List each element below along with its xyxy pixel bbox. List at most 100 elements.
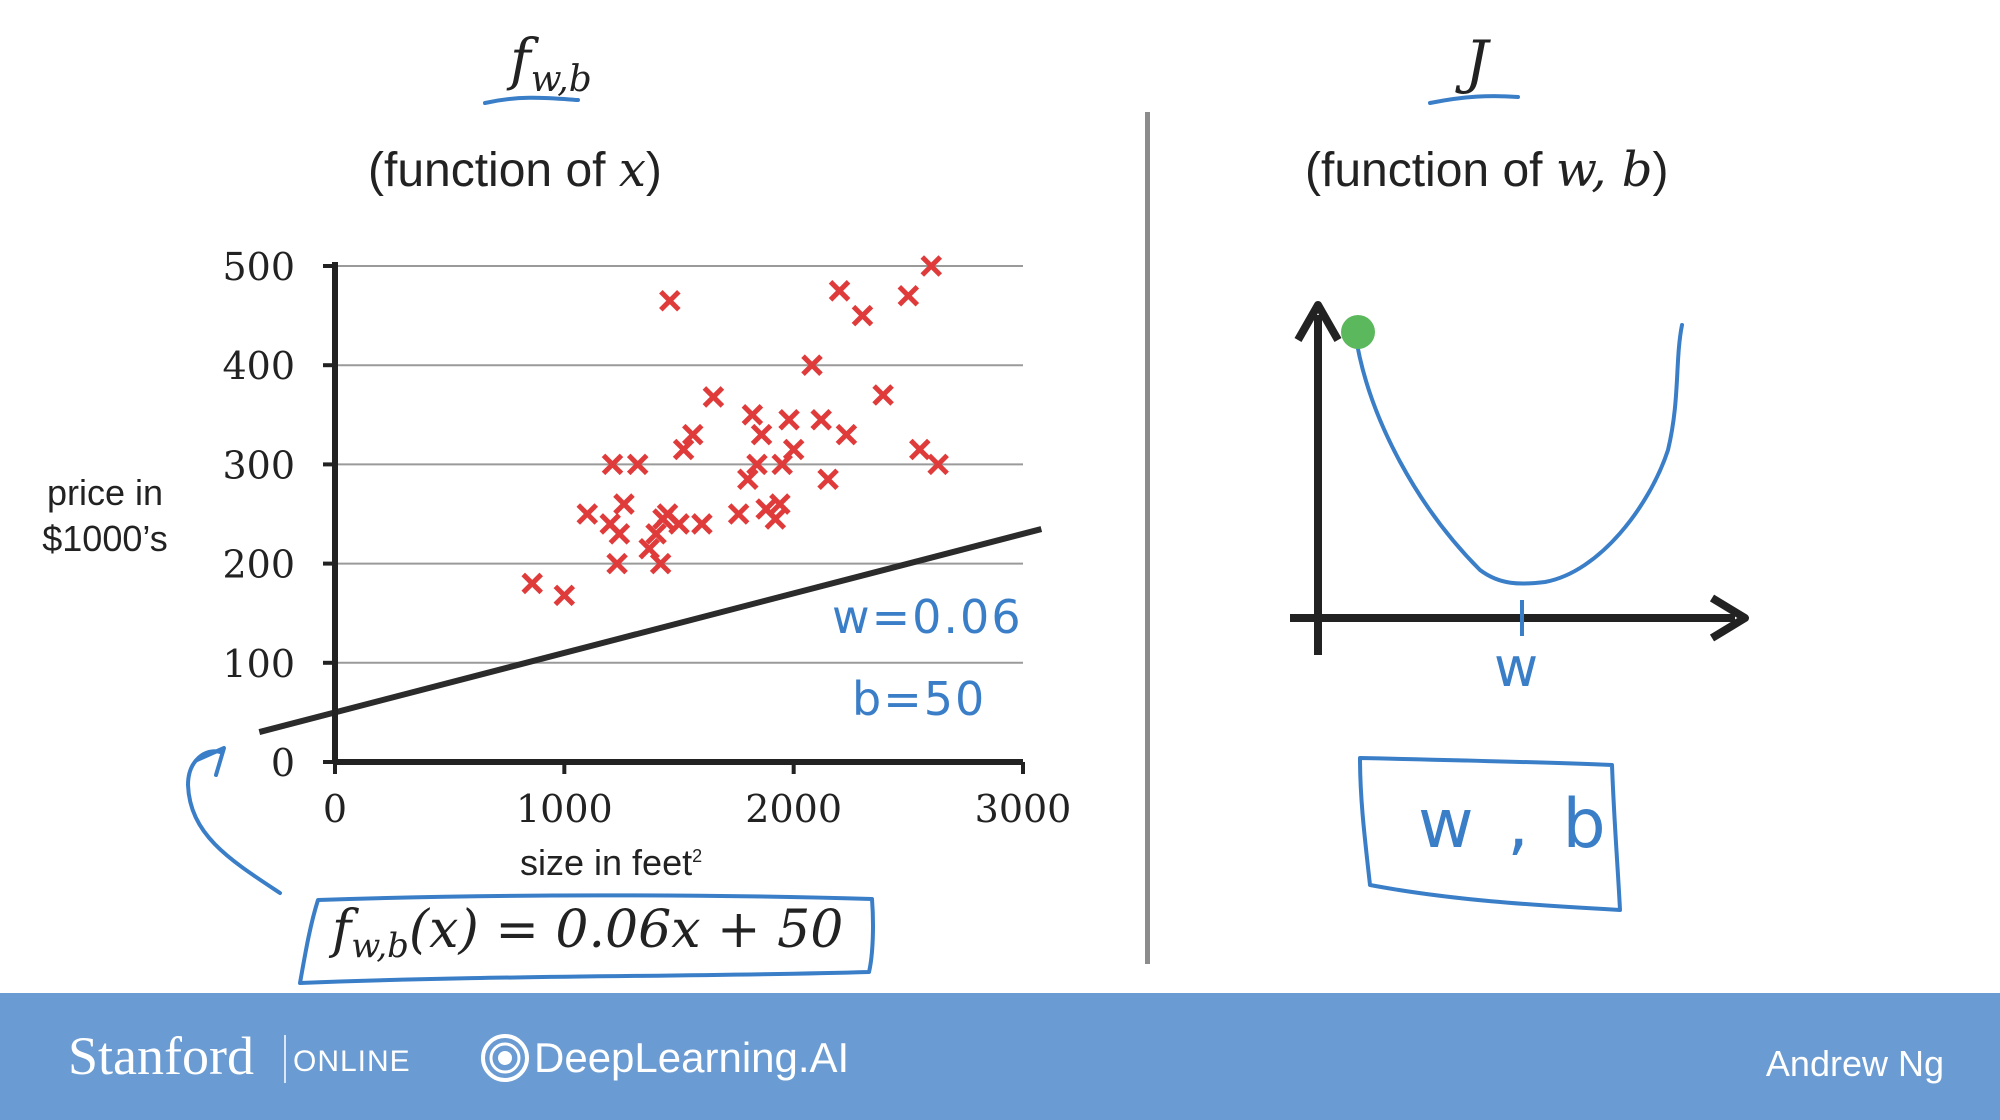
x-axis-label: size in feet2 — [520, 842, 703, 883]
marker-stroke — [851, 304, 874, 327]
y-tick-label: 400 — [222, 344, 295, 388]
data-point-marker — [828, 280, 851, 302]
marker-stroke — [608, 523, 631, 545]
x-tick-label: 1000 — [516, 787, 613, 831]
deeplearning-logo-icon — [481, 1034, 529, 1082]
fitted-line — [258, 526, 1043, 735]
data-point-marker — [521, 572, 543, 595]
data-point-marker — [835, 423, 858, 446]
x-tick-label: 0 — [323, 787, 347, 831]
data-point-marker — [851, 304, 874, 327]
marker-stroke — [672, 438, 695, 461]
data-point-marker — [576, 503, 599, 525]
stanford-logo: Stanford — [68, 1026, 254, 1086]
y-axis-label: price in $1000’s — [42, 472, 168, 559]
data-point-marker — [872, 384, 894, 406]
marker-stroke — [727, 503, 750, 525]
w-value-annotation: w=0.06 — [832, 590, 1023, 644]
data-point-marker — [750, 423, 773, 446]
data-point-marker — [897, 284, 920, 307]
marker-stroke — [613, 493, 635, 515]
data-point-marker — [668, 513, 690, 535]
marker-stroke — [649, 552, 672, 575]
model-function-title: fw,b — [510, 28, 592, 101]
footer-bar — [0, 993, 2000, 1120]
right-subtitle: (function of w, b) — [1305, 142, 1669, 198]
wb-box — [1358, 756, 1622, 912]
left-subtitle: (function of x) — [368, 142, 662, 198]
marker-stroke — [835, 423, 858, 446]
cost-function-title: J — [1465, 28, 1489, 96]
data-point-marker — [746, 453, 768, 476]
marker-stroke — [681, 423, 704, 446]
data-point-marker — [659, 289, 681, 312]
data-point-marker — [702, 386, 725, 408]
marker-stroke — [737, 468, 759, 491]
marker-stroke — [576, 503, 599, 525]
y-tick-label: 100 — [222, 642, 295, 686]
formula-box — [298, 893, 875, 985]
marker-stroke — [521, 572, 543, 595]
curved-arrow — [185, 749, 282, 895]
x-tick-label: 2000 — [745, 787, 842, 831]
data-point-marker — [909, 438, 931, 461]
data-point-marker — [672, 438, 695, 461]
data-point-marker — [741, 404, 764, 426]
model-formula: fw,b(x) = 0.06x + 50 — [332, 900, 844, 966]
data-point-marker — [737, 468, 759, 491]
data-point-marker — [801, 354, 823, 376]
deeplearning-logo-text: DeepLearning.AI — [534, 1034, 850, 1081]
data-point-marker — [782, 438, 805, 461]
data-point-marker — [817, 468, 839, 491]
data-point-marker — [649, 552, 672, 575]
marker-stroke — [599, 513, 621, 535]
marker-stroke — [755, 498, 777, 520]
marker-stroke — [810, 408, 832, 431]
b-value-annotation: b=50 — [852, 672, 987, 726]
marker-stroke — [659, 289, 681, 312]
marker-stroke — [606, 552, 628, 575]
data-point-marker — [601, 453, 624, 476]
marker-stroke — [782, 438, 805, 461]
marker-stroke — [909, 438, 931, 461]
marker-stroke — [872, 384, 894, 406]
marker-stroke — [553, 584, 576, 607]
marker-stroke — [750, 423, 773, 446]
data-point-marker — [769, 493, 791, 515]
marker-stroke — [927, 453, 949, 476]
logo-divider — [284, 1035, 286, 1083]
marker-stroke — [656, 503, 679, 525]
data-point-marker — [727, 503, 750, 525]
marker-stroke — [920, 255, 943, 277]
w-axis-label: w — [1494, 636, 1539, 699]
data-point-marker — [553, 584, 576, 607]
data-point-marker — [613, 493, 635, 515]
marker-stroke — [645, 523, 667, 545]
current-point-marker — [1341, 315, 1375, 349]
data-point-marker — [778, 408, 800, 431]
data-point-marker — [681, 423, 704, 446]
marker-stroke — [897, 284, 920, 307]
marker-stroke — [764, 508, 787, 530]
w-axis-arrow — [1709, 594, 1749, 642]
data-point-marker — [764, 508, 787, 530]
marker-stroke — [778, 408, 800, 431]
marker-stroke — [638, 537, 660, 560]
marker-stroke — [769, 493, 791, 515]
y-tick-label: 500 — [222, 245, 295, 289]
online-label: ONLINE — [293, 1045, 411, 1078]
marker-stroke — [702, 386, 725, 408]
marker-stroke — [801, 354, 823, 376]
data-point-marker — [920, 255, 943, 277]
data-point-marker — [645, 523, 667, 545]
y-tick-label: 200 — [222, 543, 295, 587]
marker-stroke — [746, 453, 768, 476]
x-tick-label: 3000 — [975, 787, 1072, 831]
marker-stroke — [817, 468, 839, 491]
marker-stroke — [601, 453, 624, 476]
arrow-head — [195, 746, 226, 777]
